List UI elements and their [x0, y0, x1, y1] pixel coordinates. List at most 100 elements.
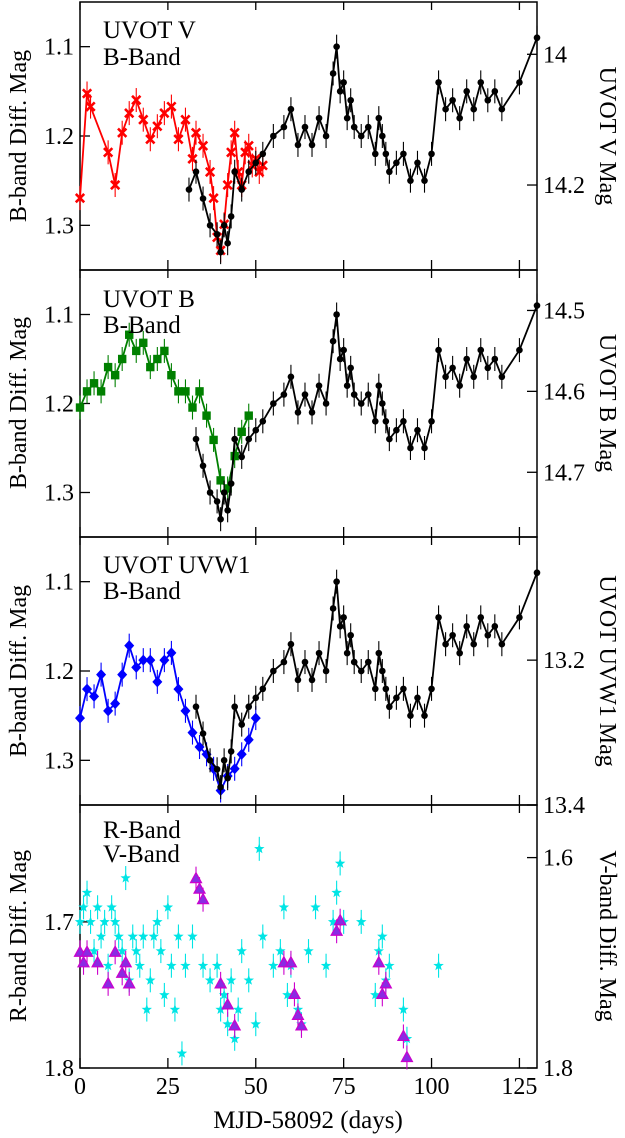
panel-2-b-band-point — [428, 418, 435, 425]
panel-2-uvot-b-point — [110, 370, 120, 380]
panel-1-b-band-point — [516, 79, 523, 86]
panel-1-marks: 1.1 1.2 1.3 14 14.2 — [44, 2, 585, 270]
panel-2-uvot-b-point — [125, 330, 134, 339]
panel-4-r-band-point — [106, 901, 117, 912]
panel-3-b-band-point — [238, 721, 246, 728]
panel-4-v-band-point — [294, 1018, 308, 1031]
panel-1-b-band-point — [301, 123, 309, 131]
panel-2-b-band-point — [231, 435, 238, 443]
panel-1-uvot-v-line — [79, 93, 264, 251]
panel-4-r-band-point — [113, 931, 124, 941]
panel-4-r-band-point — [373, 945, 384, 956]
panel-3-uvot-uvw1-point — [89, 690, 100, 702]
panel-2-b-band-point — [477, 346, 485, 354]
panel-3-ytick-right-label: 13.2 — [543, 648, 585, 674]
panel-4-r-band-point — [176, 1047, 188, 1058]
panel-4-r-band-point — [166, 960, 177, 971]
panel-2-uvot-b-point — [75, 403, 85, 412]
panel-4-v-band-point — [400, 1050, 414, 1063]
panel-2-b-band-point — [382, 418, 390, 425]
panel-2-b-band-point — [287, 373, 295, 381]
panel-2-b-band-point — [498, 373, 506, 381]
panel-1-ytick-right-label: 14.2 — [543, 173, 585, 199]
panel-4-v-band-point — [108, 945, 122, 957]
panel-2-uvot-b-point — [160, 346, 169, 356]
panel-1-uvot-v-point — [110, 179, 121, 191]
panel-1-uvot-v-point — [103, 147, 114, 158]
panel-3-b-band-point — [407, 712, 414, 719]
panel-4-v-band-point — [214, 976, 228, 989]
panel-3-uvot-uvw1-point — [152, 676, 163, 688]
panel-1-b-band-point — [428, 150, 435, 158]
panel-2-b-band-point — [224, 507, 231, 514]
panel-1-b-band-point — [294, 141, 302, 149]
panel-1-b-band-point — [477, 79, 485, 86]
panel-4-r-band-point — [229, 1033, 240, 1044]
panel-1-uvot-v-point — [222, 179, 233, 191]
panel-2-b-band-point — [393, 426, 400, 434]
panel-1-uvot-v-point — [145, 134, 156, 145]
panel-2-b-band-point — [435, 346, 442, 354]
panel-2-uvot-b-point — [96, 387, 106, 396]
panel-4-v-band-point — [189, 871, 203, 884]
panel-2-ytick-left-label: 1.1 — [44, 303, 74, 329]
panel-1-uvot-v-point — [243, 140, 254, 151]
panel-3-legend-1: UVOT UVW1 — [103, 552, 250, 579]
panel-4-v-band-point — [375, 987, 389, 999]
panel-2-b-band-point — [386, 435, 393, 443]
panel-1-b-band-point — [470, 105, 478, 113]
panel-1-b-band-point — [220, 222, 228, 229]
panel-4-r-band-point — [85, 916, 96, 927]
panel-2-b-band-point — [227, 480, 235, 487]
panel-4-r-band-point — [141, 1004, 152, 1014]
panel-3-b-band-point — [192, 703, 200, 711]
panel-3-uvot-uvw1-point — [110, 698, 121, 710]
panel-2-b-band-point — [491, 355, 499, 363]
x-axis-label: MJD-58092 (days) — [213, 1107, 403, 1134]
panel-2-b-band-point — [343, 382, 351, 390]
panel-4-v-band-point — [291, 1008, 305, 1021]
panel-3-b-band-point — [259, 685, 267, 693]
panel-2-uvot-b-point — [188, 403, 197, 412]
panel-3-b-band-point — [322, 667, 330, 675]
panel-3-uvot-uvw1-point — [250, 712, 261, 724]
panel-1-b-band-point — [484, 96, 492, 104]
panel-4-v-band-point — [221, 997, 235, 1010]
panel-2-legend-1: UVOT B — [103, 286, 195, 313]
panel-3-b-band-point — [220, 757, 228, 764]
panel-1-b-band-point — [192, 168, 200, 176]
panel-3-b-band-point — [421, 712, 428, 719]
panel-2-uvot-b-point — [139, 338, 148, 348]
panel-4-r-band-point — [254, 843, 265, 854]
panel-2-marks: 1.1 1.2 1.3 14.5 14.6 14.7 — [44, 270, 585, 537]
panel-4-r-band-point — [275, 945, 286, 956]
panel-2-uvot-b-point — [153, 354, 162, 364]
panel-1-b-band-point — [442, 105, 449, 113]
panel-4-r-band-point — [268, 960, 279, 971]
panel-2-b-band-point — [315, 382, 323, 390]
panel-4-r-band-point — [152, 916, 163, 927]
panel-3-b-band-point — [386, 703, 393, 711]
panel-1-uvot-v-point — [85, 101, 96, 112]
panel-2-b-band-point — [421, 444, 428, 452]
panel-3-b-band-point — [456, 649, 463, 657]
panel-4-r-band-point — [327, 916, 339, 927]
panel-3-b-band-point — [333, 578, 340, 585]
panel-3-b-band-point — [294, 676, 302, 684]
panel-4-r-band-point — [310, 901, 321, 912]
panel-2-ylabel-left: B-band Diff. Mag — [6, 317, 32, 489]
panel-4-r-band-point — [243, 974, 254, 985]
panel-3-b-band-point — [364, 658, 372, 666]
panel-4-r-band-point — [81, 887, 93, 898]
panel-2-b-band-point — [259, 418, 267, 425]
panel-1-uvot-v-point — [180, 114, 191, 125]
panel-4-ytick-left-label: 1.8 — [44, 1056, 74, 1082]
panel-3-uvot-uvw1-point — [243, 734, 254, 746]
panel-3-b-band-point — [206, 757, 214, 764]
panel-1-b-band-point — [340, 79, 347, 86]
panel-3-ylabel-right: UVOT UVW1 Mag — [594, 575, 620, 767]
panel-3-uvot-uvw1-point — [75, 712, 85, 724]
panel-3-b-band-point — [449, 631, 456, 639]
panel-2-b-band-point — [400, 418, 407, 425]
panel-1-uvot-v-point — [226, 147, 237, 158]
